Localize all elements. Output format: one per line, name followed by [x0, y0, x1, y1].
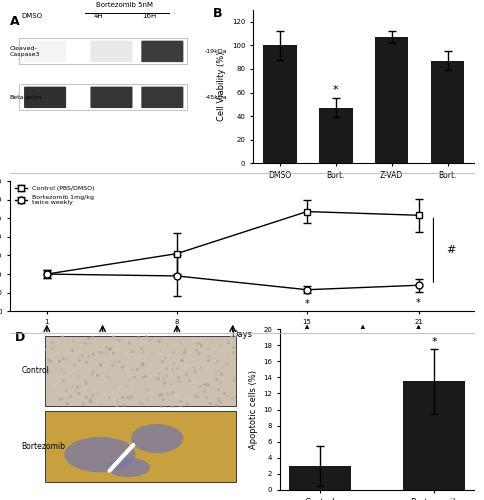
- FancyBboxPatch shape: [141, 40, 183, 62]
- Text: *: *: [333, 85, 339, 95]
- Text: #: #: [446, 246, 456, 256]
- Ellipse shape: [64, 437, 136, 472]
- FancyBboxPatch shape: [24, 86, 66, 108]
- Text: Bortezomib: Bortezomib: [22, 442, 65, 451]
- Ellipse shape: [107, 458, 150, 477]
- Text: *: *: [431, 337, 437, 347]
- Legend: Control (PBS/DMSO), Bortezomib 1mg/kg
twice weekly: Control (PBS/DMSO), Bortezomib 1mg/kg tw…: [13, 184, 96, 207]
- X-axis label: Days: Days: [231, 330, 253, 340]
- Text: -45kDa: -45kDa: [204, 95, 227, 100]
- Bar: [403, 382, 466, 490]
- Ellipse shape: [131, 424, 183, 453]
- Text: Beta-actin: Beta-actin: [10, 95, 42, 100]
- Text: Cleaved-
Caspase3: Cleaved- Caspase3: [10, 46, 40, 57]
- Text: Control: Control: [22, 366, 49, 374]
- Bar: [45, 336, 236, 406]
- Text: *: *: [304, 299, 309, 309]
- Bar: [45, 411, 236, 482]
- Text: A: A: [10, 14, 19, 28]
- Text: -19kDa: -19kDa: [204, 49, 227, 54]
- Bar: [18, 38, 187, 64]
- Y-axis label: Apoptotic cells (%): Apoptotic cells (%): [249, 370, 257, 449]
- FancyBboxPatch shape: [24, 40, 66, 62]
- Y-axis label: Cell Viability (%): Cell Viability (%): [217, 52, 227, 122]
- Text: B: B: [213, 7, 223, 20]
- FancyBboxPatch shape: [91, 40, 133, 62]
- FancyBboxPatch shape: [91, 86, 133, 108]
- Text: 4H: 4H: [93, 13, 103, 19]
- Bar: [319, 108, 352, 164]
- Text: 16H: 16H: [142, 13, 156, 19]
- Bar: [431, 60, 464, 164]
- Bar: [288, 466, 351, 490]
- Text: *: *: [416, 298, 421, 308]
- FancyBboxPatch shape: [141, 86, 183, 108]
- Bar: [375, 37, 408, 164]
- Text: DMSO: DMSO: [21, 13, 42, 19]
- Text: D: D: [15, 330, 25, 344]
- Bar: [263, 46, 297, 164]
- Text: Bortezomib 5nM: Bortezomib 5nM: [96, 2, 153, 8]
- Bar: [18, 84, 187, 110]
